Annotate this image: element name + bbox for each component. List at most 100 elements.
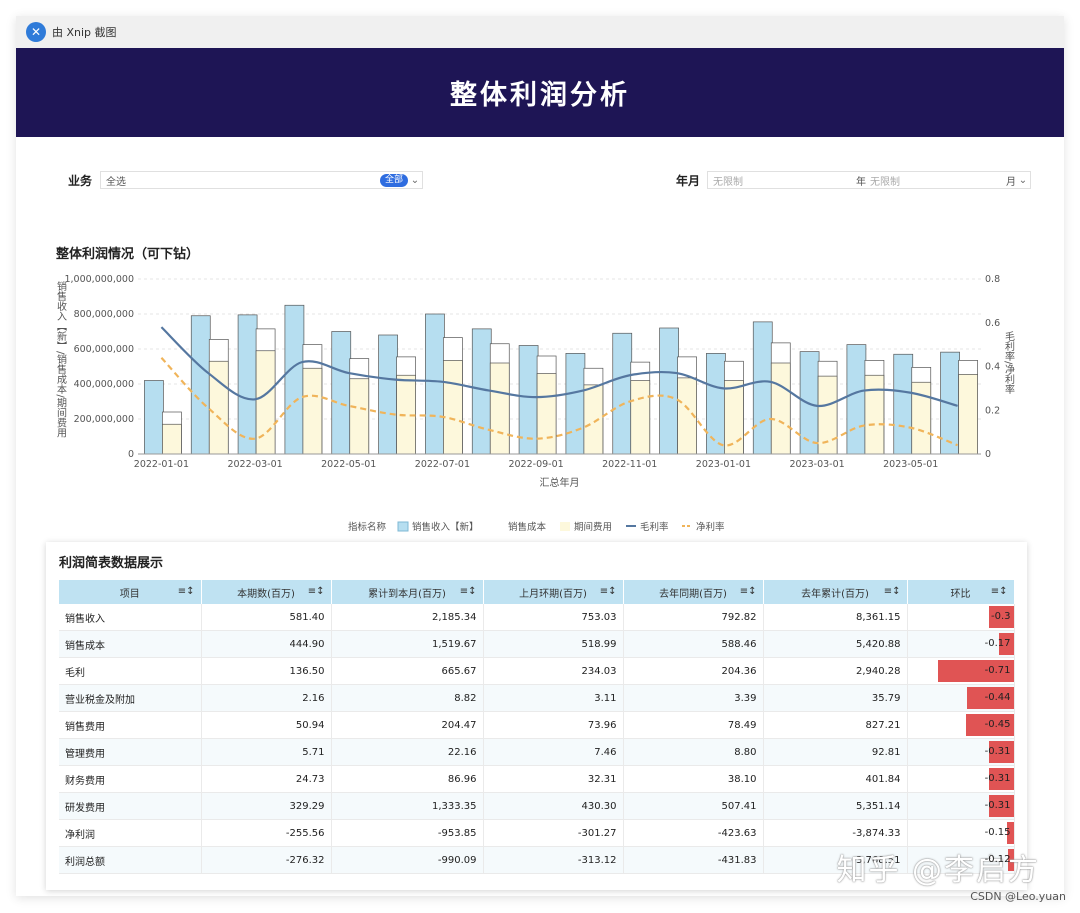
- table-row[interactable]: 管理费用 5.71 22.16 7.46 8.80 92.81 -0.31: [59, 738, 1015, 766]
- chevron-down-icon[interactable]: ⌄: [410, 174, 420, 186]
- table-cell: -313.12: [483, 846, 624, 874]
- profit-table-card: 利润简表数据展示 项目 ≡↕ 本期数(百万) ≡↕ 累计到本月(百万) ≡↕ 上月环期(百万…: [46, 542, 1027, 890]
- table-cell: 753.03: [483, 604, 624, 631]
- table-cell: 444.90: [201, 630, 332, 658]
- table-cell: -301.27: [483, 819, 624, 847]
- y-tick-label: 200,000,000: [74, 414, 134, 425]
- table-cell: 827.21: [763, 711, 908, 739]
- table-body: 销售收入 581.40 2,185.34 753.03 792.82 8,361.15 -0…: [59, 604, 1015, 874]
- table-cell: 329.29: [201, 792, 332, 820]
- legend-title: 指标名称: [348, 521, 387, 533]
- app-window: ✕ 由 Xnip 截图 整体利润分析 业务 全选 全部 ⌄ 年月 无限制 年 无…: [16, 16, 1064, 896]
- profit-summary-table: 项目 ≡↕ 本期数(百万) ≡↕ 累计到本月(百万) ≡↕ 上月环期(百万) ≡↕ 去年同期(百…: [59, 580, 1015, 874]
- y-tick-label: 1,000,000,000: [64, 274, 134, 285]
- bar-expense: [302, 367, 323, 455]
- table-row[interactable]: 毛利 136.50 665.67 234.03 204.36 2,940.28 -0.71: [59, 657, 1015, 685]
- bar-revenue: [190, 315, 211, 455]
- business-select-value: 全选: [106, 176, 126, 188]
- table-cell: 38.10: [623, 765, 764, 793]
- table-row[interactable]: 财务费用 24.73 86.96 32.31 38.10 401.84 -0.31: [59, 765, 1015, 793]
- x-tick-label: 2023-05-01: [883, 459, 938, 470]
- table-cell: 32.31: [483, 765, 624, 793]
- table-cell: 204.36: [623, 657, 764, 685]
- table-cell: 8.82: [331, 684, 484, 712]
- column-header[interactable]: 去年同期(百万) ≡↕: [623, 580, 764, 604]
- bar-expense: [583, 384, 604, 455]
- mom-cell: -0.12: [907, 846, 1015, 874]
- bar-expense: [255, 350, 276, 455]
- column-header[interactable]: 本期数(百万) ≡↕: [201, 580, 332, 604]
- column-header-label: 去年累计(百万): [801, 588, 869, 600]
- table-row[interactable]: 研发费用 329.29 1,333.35 430.30 507.41 5,351.14 -0…: [59, 792, 1015, 820]
- mom-bar: [989, 768, 1014, 790]
- mom-value: -0.31: [984, 746, 1011, 757]
- sort-icon[interactable]: ≡↕: [307, 586, 325, 597]
- bar-revenue: [331, 331, 352, 455]
- business-select[interactable]: 全选 全部 ⌄: [100, 171, 423, 189]
- table-cell: 204.47: [331, 711, 484, 739]
- bar-expense: [536, 373, 557, 455]
- legend-label: 期间费用: [574, 521, 612, 533]
- mom-bar: [989, 606, 1014, 628]
- table-row[interactable]: 利润总额 -276.32 -990.09 -313.12 -431.83 -3,768.5…: [59, 846, 1015, 874]
- column-header-label: 累计到本月(百万): [368, 588, 446, 600]
- mom-cell: -0.31: [907, 738, 1015, 766]
- x-tick-label: 2023-01-01: [696, 459, 751, 470]
- end-month-input[interactable]: 无限制: [870, 176, 900, 188]
- row-label: 财务费用: [59, 765, 202, 793]
- sort-icon[interactable]: ≡↕: [990, 586, 1008, 597]
- table-cell: 22.16: [331, 738, 484, 766]
- month-unit-label: 月: [1006, 176, 1016, 188]
- table-section-title: 利润简表数据展示: [59, 556, 164, 571]
- sort-icon[interactable]: ≡↕: [459, 586, 477, 597]
- table-row[interactable]: 销售收入 581.40 2,185.34 753.03 792.82 8,361.15 -0…: [59, 604, 1015, 631]
- bar-revenue: [893, 353, 914, 455]
- table-cell: 5,351.14: [763, 792, 908, 820]
- bar-revenue: [706, 353, 726, 455]
- bar-expense: [724, 380, 744, 455]
- legend-label: 销售成本: [508, 521, 547, 533]
- mom-cell: -0.15: [907, 819, 1015, 847]
- column-header[interactable]: 去年累计(百万) ≡↕: [763, 580, 908, 604]
- mom-cell: -0.31: [907, 792, 1015, 820]
- business-all-badge: 全部: [379, 173, 408, 187]
- mom-value: -0.45: [984, 719, 1011, 730]
- table-row[interactable]: 销售费用 50.94 204.47 73.96 78.49 827.21 -0.45: [59, 711, 1015, 739]
- bar-expense: [864, 374, 885, 455]
- mom-cell: -0.31: [907, 765, 1015, 793]
- mom-value: -0.31: [984, 773, 1011, 784]
- table-cell: 507.41: [623, 792, 764, 820]
- window-titlebar: ✕ 由 Xnip 截图: [16, 16, 1064, 48]
- mom-bar: [989, 741, 1014, 763]
- table-row[interactable]: 销售成本 444.90 1,519.67 518.99 588.46 5,420.88 -0…: [59, 630, 1015, 658]
- bar-expense: [162, 423, 182, 455]
- row-label: 销售费用: [59, 711, 202, 739]
- column-header[interactable]: 累计到本月(百万) ≡↕: [331, 580, 484, 604]
- mom-cell: -0.3: [907, 604, 1015, 631]
- start-year-input[interactable]: 无限制: [713, 176, 743, 188]
- x-tick-label: 2022-09-01: [508, 459, 563, 470]
- chevron-down-icon[interactable]: ⌄: [1018, 174, 1028, 186]
- sort-icon[interactable]: ≡↕: [739, 586, 757, 597]
- column-header-label: 环比: [950, 588, 971, 600]
- line-gross-margin: [160, 326, 958, 407]
- column-header[interactable]: 上月环期(百万) ≡↕: [483, 580, 624, 604]
- table-cell: 86.96: [331, 765, 484, 793]
- profit-combo-chart[interactable]: 1,000,000,000 800,000,000 600,000,000 400,0…: [16, 266, 1064, 566]
- table-header-row: 项目 ≡↕ 本期数(百万) ≡↕ 累计到本月(百万) ≡↕ 上月环期(百万) ≡↕ 去年同期(百…: [59, 580, 1015, 604]
- row-label: 销售收入: [59, 604, 202, 631]
- table-row[interactable]: 营业税金及附加 2.16 8.82 3.11 3.39 35.79 -0.44: [59, 684, 1015, 712]
- sort-icon[interactable]: ≡↕: [883, 586, 901, 597]
- x-tick-label: 2022-07-01: [415, 459, 470, 470]
- table-cell: 2,185.34: [331, 604, 484, 631]
- column-header[interactable]: 环比 ≡↕: [907, 580, 1015, 604]
- sort-icon[interactable]: ≡↕: [599, 586, 617, 597]
- bar-expense: [443, 360, 463, 455]
- table-row[interactable]: 净利润 -255.56 -953.85 -301.27 -423.63 -3,874.33…: [59, 819, 1015, 847]
- legend-label: 净利率: [696, 521, 725, 533]
- legend-swatch: [560, 522, 570, 531]
- table-cell: 7.46: [483, 738, 624, 766]
- sort-icon[interactable]: ≡↕: [177, 586, 195, 597]
- column-header[interactable]: 项目 ≡↕: [59, 580, 202, 604]
- y2-axis-title: 毛利率/净利率: [1003, 331, 1015, 395]
